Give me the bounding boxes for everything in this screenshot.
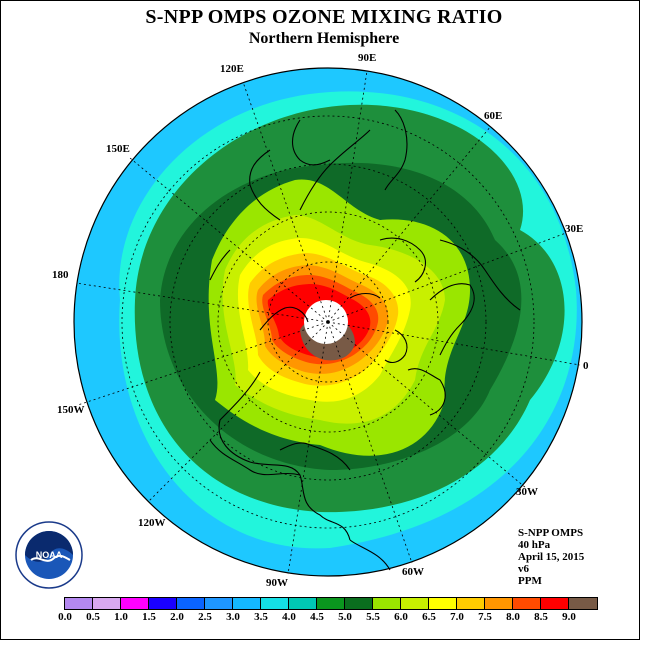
colorbar-swatch (429, 598, 457, 609)
noaa-logo: NOAA (15, 521, 83, 589)
colorbar-swatch (233, 598, 261, 609)
colorbar-swatch (65, 598, 93, 609)
colorbar-tick-label: 2.5 (198, 611, 212, 623)
colorbar (64, 597, 598, 610)
noaa-logo-text: NOAA (36, 550, 63, 560)
lon-label-120e: 120E (220, 63, 244, 75)
info-level: 40 hPa (518, 539, 551, 551)
lon-label-180: 180 (52, 269, 69, 281)
map-subtitle: Northern Hemisphere (248, 30, 400, 47)
colorbar-tick-label: 8.0 (506, 611, 520, 623)
colorbar-tick-label: 7.5 (478, 611, 492, 623)
info-date: April 15, 2015 (518, 551, 585, 563)
colorbar-swatch (121, 598, 149, 609)
colorbar-tick-label: 3.5 (254, 611, 268, 623)
colorbar-swatch (541, 598, 569, 609)
colorbar-swatch (513, 598, 541, 609)
colorbar-tick-label: 1.5 (142, 611, 156, 623)
lon-label-90e: 90E (358, 52, 377, 64)
lon-label-30e: 30E (565, 223, 584, 235)
colorbar-tick-label: 4.5 (310, 611, 324, 623)
colorbar-swatch (149, 598, 177, 609)
colorbar-tick-label: 6.0 (394, 611, 408, 623)
colorbar-tick-label: 0.5 (86, 611, 100, 623)
info-block: S-NPP OMPS 40 hPa April 15, 2015 v6 PPM (518, 527, 584, 587)
info-units: PPM (518, 575, 542, 587)
lon-label-150w: 150W (57, 404, 85, 416)
colorbar-tick-label: 5.0 (338, 611, 352, 623)
colorbar-swatch (205, 598, 233, 609)
colorbar-tick-label: 2.0 (170, 611, 184, 623)
colorbar-swatch (569, 598, 597, 609)
colorbar-tick-label: 9.0 (562, 611, 576, 623)
colorbar-swatch (317, 598, 345, 609)
map-outline (73, 67, 583, 577)
colorbar-swatch (261, 598, 289, 609)
colorbar-tick-label: 6.5 (422, 611, 436, 623)
colorbar-swatch (485, 598, 513, 609)
colorbar-swatch (401, 598, 429, 609)
colorbar-swatch (177, 598, 205, 609)
colorbar-tick-label: 7.0 (450, 611, 464, 623)
lon-label-150e: 150E (106, 143, 130, 155)
colorbar-swatch (345, 598, 373, 609)
coastlines (209, 109, 521, 571)
colorbar-tick-label: 3.0 (226, 611, 240, 623)
lon-label-60e: 60E (484, 110, 503, 122)
colorbar-tick-label: 1.0 (114, 611, 128, 623)
colorbar-swatch (289, 598, 317, 609)
lon-label-120w: 120W (138, 517, 166, 529)
colorbar-tick-label: 5.5 (366, 611, 380, 623)
colorbar-swatch (373, 598, 401, 609)
ozone-field (74, 68, 582, 576)
map-title: S-NPP OMPS OZONE MIXING RATIO (145, 6, 503, 28)
colorbar-swatch (93, 598, 121, 609)
colorbar-tick-label: 0.0 (58, 611, 72, 623)
lon-label-60w: 60W (402, 566, 424, 578)
colorbar-tick-label: 8.5 (534, 611, 548, 623)
info-version: v6 (518, 563, 529, 575)
colorbar-tick-label: 4.0 (282, 611, 296, 623)
lon-label-30w: 30W (516, 486, 538, 498)
lon-label-0: 0 (583, 360, 589, 372)
colorbar-swatch (457, 598, 485, 609)
lon-label-90w: 90W (266, 577, 288, 589)
info-instrument: S-NPP OMPS (518, 527, 584, 539)
plot-frame (0, 0, 640, 640)
graticule (75, 70, 581, 575)
